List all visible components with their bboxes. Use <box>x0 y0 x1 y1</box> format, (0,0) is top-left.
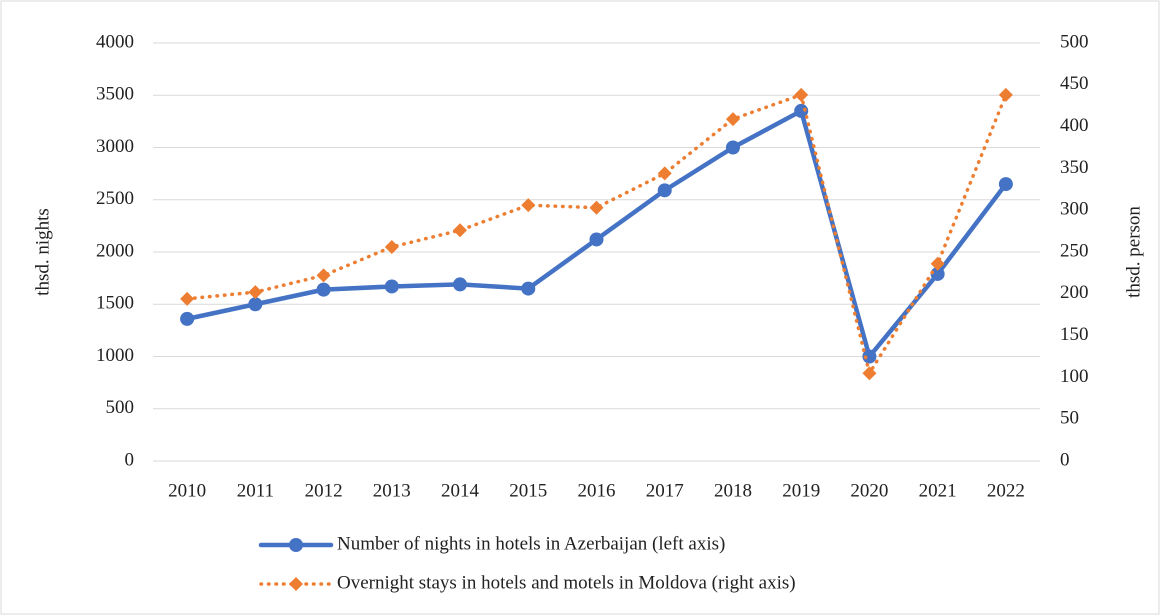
y2-axis-label: thsd. person <box>1123 206 1144 298</box>
marker <box>862 349 877 364</box>
marker <box>453 277 468 292</box>
marker <box>180 291 195 306</box>
marker <box>248 297 263 312</box>
marker <box>180 311 195 326</box>
y-tick-label: 1000 <box>96 345 134 366</box>
marker <box>930 256 945 271</box>
marker <box>998 177 1013 192</box>
x-tick-label: 2019 <box>782 480 820 501</box>
marker <box>384 239 399 254</box>
y2-tick-label: 250 <box>1060 240 1089 261</box>
legend-label: Number of nights in hotels in Azerbaijan… <box>337 533 725 554</box>
marker <box>589 200 604 215</box>
x-tick-label: 2015 <box>509 480 547 501</box>
marker <box>657 183 672 198</box>
x-tick-label: 2017 <box>646 480 684 501</box>
x-tick-label: 2011 <box>237 480 274 501</box>
marker <box>657 166 672 181</box>
y2-tick-label: 500 <box>1060 31 1089 52</box>
y2-tick-label: 200 <box>1060 282 1089 303</box>
y-tick-label: 0 <box>125 449 135 470</box>
marker <box>248 285 263 300</box>
marker <box>453 223 468 238</box>
x-tick-label: 2022 <box>987 480 1025 501</box>
y-tick-label: 3500 <box>96 84 134 105</box>
marker <box>316 268 331 283</box>
y-tick-label: 2000 <box>96 240 134 261</box>
marker <box>521 281 536 296</box>
marker <box>589 232 604 247</box>
y-tick-label: 500 <box>106 397 135 418</box>
y2-tick-label: 100 <box>1060 366 1089 387</box>
x-tick-label: 2016 <box>578 480 616 501</box>
marker <box>316 282 331 297</box>
marker <box>998 87 1013 102</box>
x-tick-label: 2020 <box>850 480 888 501</box>
x-tick-label: 2012 <box>305 480 343 501</box>
legend-label: Overnight stays in hotels and motels in … <box>337 572 796 593</box>
legend-marker <box>289 577 303 591</box>
y-tick-label: 1500 <box>96 293 134 314</box>
marker <box>862 366 877 381</box>
y2-tick-label: 350 <box>1060 157 1089 178</box>
y-tick-label: 2500 <box>96 188 134 209</box>
marker <box>521 198 536 213</box>
y2-tick-label: 300 <box>1060 199 1089 220</box>
x-tick-label: 2021 <box>919 480 957 501</box>
y-tick-label: 4000 <box>96 31 134 52</box>
y2-tick-label: 450 <box>1060 73 1089 94</box>
y-axis-label: thsd. nights <box>32 208 53 296</box>
x-tick-label: 2010 <box>168 480 206 501</box>
x-tick-label: 2014 <box>441 480 480 501</box>
y2-tick-label: 0 <box>1060 449 1070 470</box>
marker <box>930 266 945 281</box>
marker <box>384 279 399 294</box>
x-tick-label: 2018 <box>714 480 752 501</box>
legend-marker <box>289 538 303 552</box>
marker <box>725 140 740 155</box>
x-tick-label: 2013 <box>373 480 411 501</box>
marker <box>794 103 809 118</box>
y2-tick-label: 150 <box>1060 324 1089 345</box>
y-tick-label: 3000 <box>96 136 134 157</box>
marker <box>794 87 809 102</box>
marker <box>725 112 740 127</box>
y2-tick-label: 50 <box>1060 408 1079 429</box>
y2-tick-label: 400 <box>1060 115 1089 136</box>
